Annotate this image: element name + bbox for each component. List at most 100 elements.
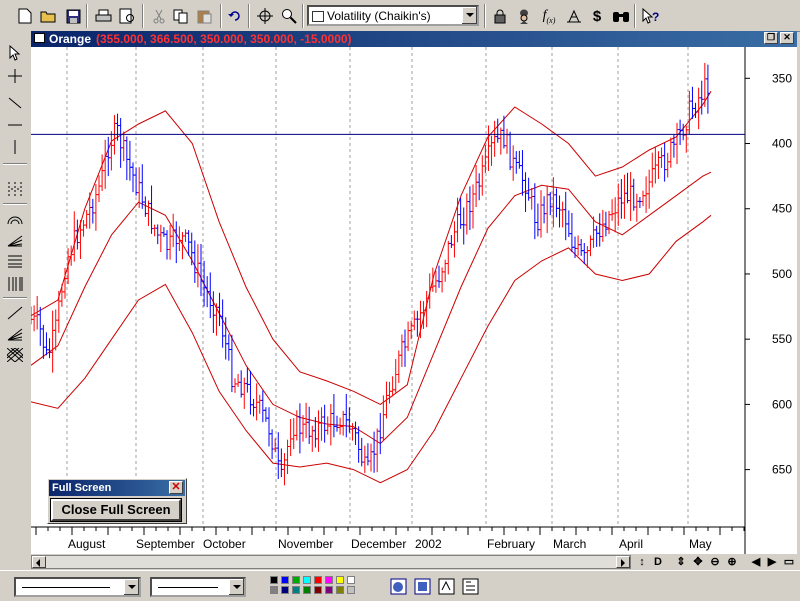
trend-line-icon[interactable] <box>4 93 26 113</box>
channel-line-icon[interactable] <box>4 303 26 323</box>
symbol-name: Orange <box>49 32 92 46</box>
close-full-screen-button[interactable]: Close Full Screen <box>50 498 182 522</box>
time-zones-icon[interactable] <box>4 274 26 294</box>
x-tick-label: November <box>278 537 333 551</box>
cut-icon[interactable] <box>148 5 170 27</box>
line-style-preview <box>22 587 110 588</box>
chevron-down-icon[interactable] <box>228 579 244 595</box>
y-tick-label: 650 <box>772 463 792 477</box>
color-swatch[interactable] <box>292 586 300 594</box>
insert-note-icon[interactable] <box>462 578 480 596</box>
color-swatch[interactable] <box>292 576 300 584</box>
color-swatch[interactable] <box>303 576 311 584</box>
color-swatch[interactable] <box>325 576 333 584</box>
scale-toggle-icon[interactable]: ↕ <box>639 556 645 568</box>
band-line-1 <box>31 91 712 405</box>
crosshair-tool-icon[interactable] <box>4 66 26 86</box>
y-tick-label: 500 <box>772 267 792 281</box>
horizontal-scrollbar[interactable] <box>31 555 631 569</box>
line-width-select[interactable] <box>150 577 246 597</box>
chevron-down-icon[interactable] <box>461 7 477 24</box>
close-panel-button[interactable]: ✕ <box>169 481 183 494</box>
open-folder-icon[interactable] <box>38 5 60 27</box>
color-swatch[interactable] <box>281 586 289 594</box>
color-swatch[interactable] <box>325 586 333 594</box>
color-swatch[interactable] <box>347 586 355 594</box>
color-swatch[interactable] <box>336 586 344 594</box>
x-tick-label: February <box>487 537 535 551</box>
zoom-icon[interactable] <box>278 5 300 27</box>
cycle-lines-icon[interactable] <box>4 179 26 199</box>
ohlc-values: (355.000, 366.500, 350.000, 350.000, -15… <box>96 32 352 46</box>
scroll-right-icon[interactable] <box>616 556 630 568</box>
fan-tool-icon[interactable] <box>4 230 26 250</box>
crosshair-icon[interactable] <box>254 5 276 27</box>
study-select-value: Volatility (Chaikin's) <box>327 9 431 23</box>
restore-window-button[interactable]: ❐ <box>764 32 778 44</box>
chevron-down-icon[interactable] <box>123 579 139 595</box>
chart-title-bar[interactable]: Orange (355.000, 366.500, 350.000, 350.0… <box>31 31 797 47</box>
speed-lines-icon[interactable] <box>4 324 26 344</box>
main-toolbar: Volatility (Chaikin's) f(x) $ ? <box>0 0 800 32</box>
color-palette <box>270 575 370 597</box>
vertical-line-icon[interactable] <box>4 137 26 157</box>
close-window-button[interactable]: ✕ <box>780 32 794 44</box>
new-file-icon[interactable] <box>14 5 36 27</box>
study-select[interactable]: Volatility (Chaikin's) <box>307 5 479 26</box>
vertical-scroll-icon[interactable]: ⇕ <box>676 556 686 568</box>
periodicity-icon[interactable]: D <box>654 556 662 568</box>
y-tick-label: 400 <box>772 137 792 151</box>
full-screen-panel: Full Screen ✕ Close Full Screen <box>47 478 187 524</box>
x-tick-label: September <box>136 537 195 551</box>
chart-layout-icon[interactable] <box>414 578 432 596</box>
chart-pane-icon[interactable]: ▭ <box>783 556 795 568</box>
gann-grid-icon[interactable] <box>4 345 26 365</box>
lock-icon[interactable] <box>489 5 511 27</box>
study-icon <box>312 11 324 22</box>
color-swatch[interactable] <box>303 586 311 594</box>
scroll-left-icon[interactable] <box>32 556 46 568</box>
color-swatch[interactable] <box>314 586 322 594</box>
insert-text-icon[interactable] <box>438 578 456 596</box>
binoculars-icon[interactable] <box>610 5 632 27</box>
price-bar <box>705 64 710 114</box>
undo-icon[interactable] <box>224 5 246 27</box>
x-tick-label: August <box>68 537 106 551</box>
page-back-icon[interactable]: ◀ <box>751 556 761 568</box>
color-swatch[interactable] <box>270 586 278 594</box>
fibonacci-icon[interactable] <box>4 251 26 271</box>
print-preview-icon[interactable] <box>116 5 138 27</box>
save-icon[interactable] <box>62 5 84 27</box>
chart-window-icon <box>34 33 45 43</box>
dollar-icon[interactable]: $ <box>592 7 602 25</box>
color-swatch[interactable] <box>347 576 355 584</box>
horizontal-line-icon[interactable] <box>4 115 26 135</box>
paste-icon[interactable] <box>194 5 216 27</box>
move-icon[interactable]: ✥ <box>693 556 703 568</box>
color-swatch[interactable] <box>281 576 289 584</box>
price-chart[interactable]: 350 400 450 500 550 600 650 August September Oct… <box>31 47 797 558</box>
hat-icon[interactable] <box>513 5 535 27</box>
color-swatch[interactable] <box>336 576 344 584</box>
zoom-in-icon[interactable]: ⊕ <box>727 556 737 568</box>
arc-tool-icon[interactable] <box>4 209 26 229</box>
x-tick-label: March <box>553 537 586 551</box>
page-forward-icon[interactable]: ▶ <box>767 556 777 568</box>
indicator-icon[interactable] <box>563 5 585 27</box>
line-style-select[interactable] <box>14 577 141 597</box>
y-tick-label: 450 <box>772 202 792 216</box>
line-width-preview <box>158 587 218 588</box>
drawing-toolbar <box>0 31 32 558</box>
x-tick-label: April <box>619 537 643 551</box>
navigation-row: ↕ D ⇕ ✥ ⊖ ⊕ ◀ ▶ ▭ <box>31 554 800 570</box>
x-tick-label: October <box>203 537 246 551</box>
print-icon[interactable] <box>92 5 114 27</box>
select-pointer-icon[interactable] <box>4 43 26 63</box>
function-icon[interactable]: f(x) <box>542 7 556 25</box>
zoom-out-icon[interactable]: ⊖ <box>710 556 720 568</box>
chart-style-icon[interactable] <box>390 578 408 596</box>
help-icon[interactable]: ? <box>640 5 662 27</box>
copy-icon[interactable] <box>170 5 192 27</box>
color-swatch[interactable] <box>314 576 322 584</box>
color-swatch[interactable] <box>270 576 278 584</box>
